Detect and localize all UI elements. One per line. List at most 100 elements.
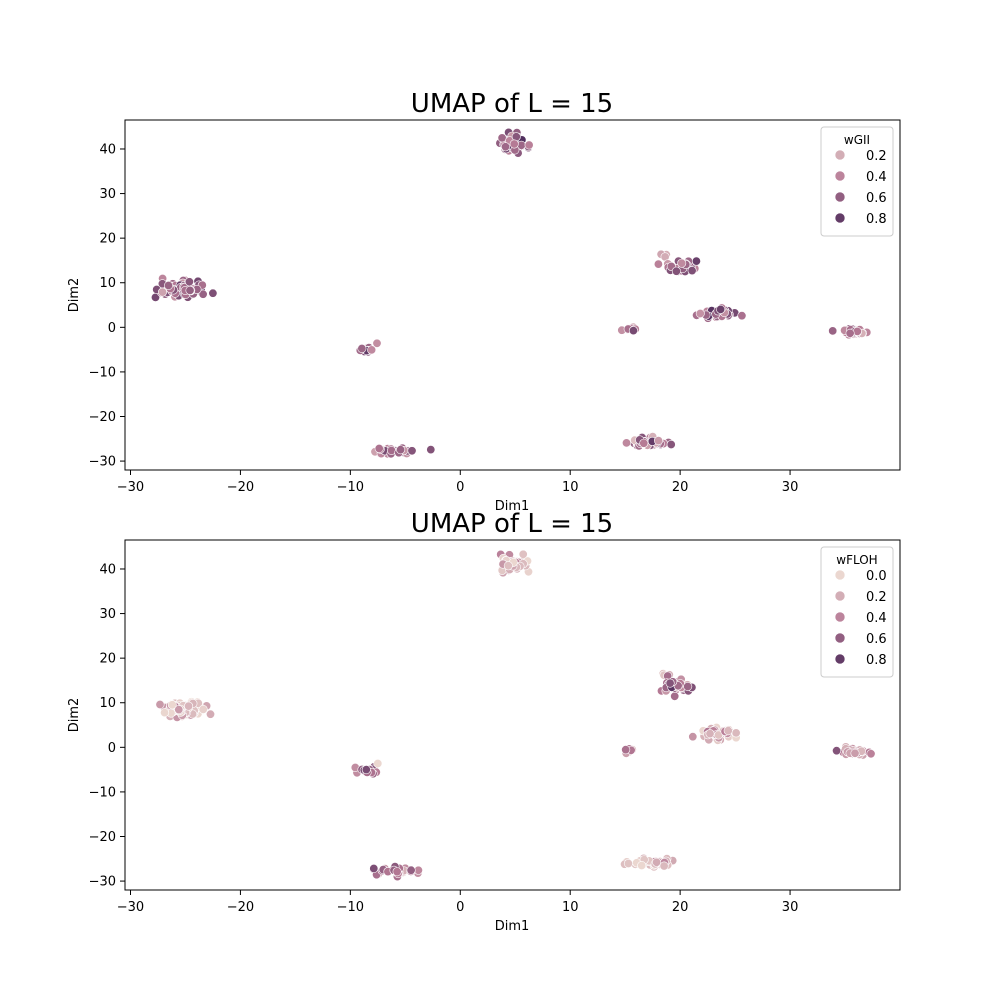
legend-label: 0.4	[866, 170, 887, 185]
scatter-point	[198, 289, 208, 299]
scatter-points	[155, 549, 876, 882]
scatter-points	[151, 127, 872, 459]
scatter-point	[155, 699, 165, 709]
scatter-point	[683, 681, 693, 691]
scatter-point	[832, 746, 842, 756]
legend-marker	[834, 170, 846, 182]
x-tick-label: −20	[227, 480, 254, 495]
legend-title: wFLOH	[836, 553, 877, 567]
legend-title: wGII	[844, 133, 870, 147]
x-tick-label: 30	[782, 480, 799, 495]
x-tick-label: 10	[562, 900, 579, 915]
scatter-point	[524, 140, 534, 150]
x-axis-label: Dim1	[495, 919, 530, 934]
scatter-panel-bottom: UMAP of L = 15 −30 −20 −10 0 10 20 30 −30 −20 −1…	[67, 509, 901, 934]
scatter-point	[184, 701, 194, 711]
scatter-point	[652, 857, 662, 867]
y-tick-label: 20	[99, 652, 116, 667]
scatter-point	[628, 326, 638, 336]
x-tick-label: −30	[117, 480, 144, 495]
scatter-point	[160, 708, 170, 718]
legend-label: 0.8	[866, 653, 887, 668]
scatter-point	[670, 691, 680, 701]
scatter-point	[723, 726, 733, 736]
scatter-point	[653, 259, 663, 269]
scatter-point	[623, 858, 633, 868]
legend-marker	[834, 611, 846, 623]
x-tick-label: −10	[337, 900, 364, 915]
scatter-point	[639, 438, 649, 448]
scatter-point	[198, 704, 208, 714]
y-tick-label: −10	[89, 785, 116, 800]
x-tick-label: 10	[562, 480, 579, 495]
scatter-point	[185, 285, 195, 295]
y-tick-label: 10	[99, 696, 116, 711]
y-axis-ticks: −30 −20 −10 0 10 20 30 40	[89, 562, 125, 890]
scatter-point	[716, 304, 726, 314]
plot-frame	[124, 539, 901, 891]
legend-marker	[834, 653, 846, 665]
scatter-point	[392, 867, 402, 877]
scatter-point	[866, 749, 876, 759]
scatter-point	[688, 732, 698, 742]
scatter-point	[361, 765, 371, 775]
scatter-point	[164, 280, 174, 290]
legend-marker	[834, 590, 846, 602]
scatter-point	[518, 549, 528, 559]
scatter-point	[845, 328, 855, 338]
scatter-point	[369, 863, 379, 873]
legend-items: 0.2 0.4 0.6 0.8	[834, 149, 887, 227]
scatter-point	[497, 133, 507, 143]
x-axis-ticks: −30 −20 −10 0 10 20 30	[117, 890, 799, 915]
legend-label: 0.2	[866, 149, 887, 164]
y-tick-label: 40	[99, 142, 116, 157]
y-tick-label: 30	[99, 187, 116, 202]
scatter-point	[659, 861, 669, 871]
scatter-point	[407, 446, 417, 456]
scatter-point	[731, 728, 741, 738]
scatter-point	[426, 445, 436, 455]
y-tick-label: −30	[89, 875, 116, 890]
y-tick-label: −10	[89, 365, 116, 380]
scatter-point	[828, 326, 838, 336]
legend-marker	[834, 149, 846, 161]
legend-label: 0.6	[866, 632, 887, 647]
scatter-point	[653, 436, 663, 446]
y-tick-label: 10	[99, 276, 116, 291]
scatter-point	[500, 142, 510, 152]
scatter-panel-top: UMAP of L = 15 −30 −20 −10 0 10 20 30 −30 −20 −1…	[67, 89, 901, 514]
scatter-point	[357, 343, 367, 353]
scatter-point	[374, 443, 384, 453]
x-tick-label: −20	[227, 900, 254, 915]
scatter-point	[666, 439, 676, 449]
scatter-point	[687, 266, 697, 276]
scatter-point	[503, 561, 513, 571]
scatter-point	[677, 258, 687, 268]
y-axis-label: Dim2	[67, 278, 82, 313]
scatter-point	[621, 745, 631, 755]
x-tick-label: 30	[782, 900, 799, 915]
chart-title: UMAP of L = 15	[411, 89, 613, 119]
y-tick-label: −30	[89, 455, 116, 470]
scatter-point	[372, 338, 382, 348]
scatter-point	[705, 729, 715, 739]
legend-label: 0.2	[866, 590, 887, 605]
x-tick-label: −10	[337, 480, 364, 495]
x-tick-label: 20	[672, 900, 689, 915]
y-tick-label: 20	[99, 232, 116, 247]
scatter-point	[158, 287, 168, 297]
y-tick-label: −20	[89, 410, 116, 425]
scatter-point	[637, 860, 647, 870]
y-tick-label: 30	[99, 607, 116, 622]
x-axis-ticks: −30 −20 −10 0 10 20 30	[117, 470, 799, 495]
legend-label: 0.4	[866, 611, 887, 626]
plot-frame	[124, 119, 901, 471]
scatter-point	[671, 266, 681, 276]
scatter-point	[367, 345, 377, 355]
legend-label: 0.0	[866, 569, 887, 584]
scatter-point	[206, 709, 216, 719]
scatter-point	[373, 758, 383, 768]
chart-title: UMAP of L = 15	[411, 509, 613, 539]
legend-label: 0.8	[866, 212, 887, 227]
